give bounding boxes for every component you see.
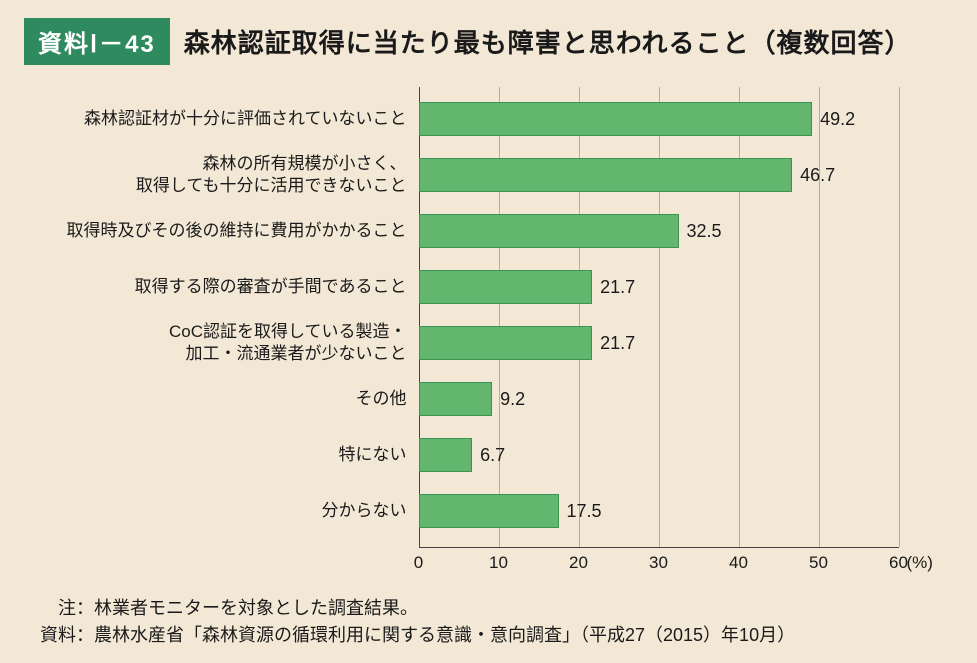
chart-row: 森林の所有規模が小さく、 取得しても十分に活用できないこと 46.7 [29, 147, 949, 203]
chart-row: 特にない 6.7 [29, 427, 949, 483]
footnote-note: 注：林業者モニターを対象とした調査結果。 [40, 595, 953, 622]
footnote-source: 資料：農林水産省「森林資源の循環利用に関する意識・意向調査」（平成27（2015… [40, 622, 953, 649]
bar [419, 382, 493, 416]
source-prefix: 資料： [40, 625, 94, 645]
bar [419, 214, 679, 248]
x-tick-label: 10 [489, 553, 508, 573]
category-label: 取得時及びその後の維持に費用がかかること [29, 220, 407, 242]
chart-row: CoC認証を取得している製造・ 加工・流通業者が少ないこと 21.7 [29, 315, 949, 371]
chart-row: その他 9.2 [29, 371, 949, 427]
value-label: 46.7 [800, 165, 835, 186]
chart-row: 取得する際の審査が手間であること 21.7 [29, 259, 949, 315]
badge: 資料Ⅰ－43 [24, 18, 170, 65]
category-label: 取得する際の審査が手間であること [29, 276, 407, 298]
x-tick-label: 40 [729, 553, 748, 573]
x-tick-label: 0 [414, 553, 423, 573]
category-label: 森林認証材が十分に評価されていないこと [29, 108, 407, 130]
page-title: 森林認証取得に当たり最も障害と思われること（複数回答） [184, 23, 912, 60]
bar [419, 494, 559, 528]
bar-chart: 0102030405060(%)森林認証材が十分に評価されていないこと49.2森… [29, 87, 949, 587]
category-label: 森林の所有規模が小さく、 取得しても十分に活用できないこと [29, 153, 407, 197]
x-tick-label: 60 [889, 553, 908, 573]
x-tick-label: 20 [569, 553, 588, 573]
source-text: 農林水産省「森林資源の循環利用に関する意識・意向調査」（平成27（2015）年1… [94, 625, 795, 645]
x-tick-label: 30 [649, 553, 668, 573]
bar [419, 270, 593, 304]
x-unit: (%) [907, 553, 933, 573]
category-label: CoC認証を取得している製造・ 加工・流通業者が少ないこと [29, 321, 407, 365]
bar [419, 158, 793, 192]
note-prefix: 注： [40, 598, 94, 618]
value-label: 17.5 [567, 501, 602, 522]
value-label: 6.7 [480, 445, 505, 466]
value-label: 32.5 [687, 221, 722, 242]
note-text: 林業者モニターを対象とした調査結果。 [94, 598, 418, 618]
header: 資料Ⅰ－43 森林認証取得に当たり最も障害と思われること（複数回答） [24, 18, 953, 65]
category-label: 特にない [29, 444, 407, 466]
chart-row: 分からない 17.5 [29, 483, 949, 539]
x-tick-label: 50 [809, 553, 828, 573]
footnotes: 注：林業者モニターを対象とした調査結果。 資料：農林水産省「森林資源の循環利用に… [24, 595, 953, 649]
value-label: 21.7 [600, 333, 635, 354]
bar [419, 326, 593, 360]
bar [419, 102, 813, 136]
chart-row: 森林認証材が十分に評価されていないこと 49.2 [29, 91, 949, 147]
chart-row: 取得時及びその後の維持に費用がかかること 32.5 [29, 203, 949, 259]
category-label: 分からない [29, 500, 407, 522]
x-axis [419, 547, 899, 548]
bar [419, 438, 473, 472]
value-label: 21.7 [600, 277, 635, 298]
value-label: 49.2 [820, 109, 855, 130]
category-label: その他 [29, 388, 407, 410]
value-label: 9.2 [500, 389, 525, 410]
